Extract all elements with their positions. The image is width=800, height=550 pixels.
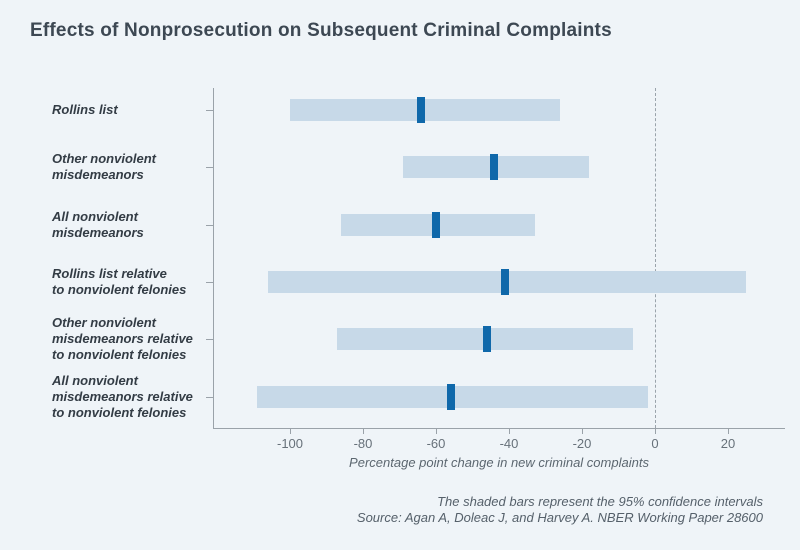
- category-label-line: misdemeanors relative: [52, 331, 193, 347]
- category-label: Rollins list: [52, 102, 222, 118]
- category-label-line: to nonviolent felonies: [52, 347, 187, 363]
- x-tick-label: 20: [720, 436, 736, 451]
- x-tick: [363, 428, 364, 434]
- zero-reference-line: [655, 88, 656, 428]
- source-note: Source: Agan A, Doleac J, and Harvey A. …: [356, 510, 763, 525]
- category-label-line: to nonviolent felonies: [52, 281, 187, 297]
- category-label: Rollins list relative to nonviolent felon…: [52, 266, 222, 298]
- point-estimate-marker: [483, 326, 492, 353]
- point-estimate-marker: [417, 97, 426, 123]
- category-label-line: Other nonviolent: [52, 151, 156, 167]
- y-tick: [206, 110, 213, 111]
- y-tick: [206, 281, 213, 283]
- category-label-line: Other nonviolent: [52, 315, 156, 331]
- x-tick-label: -40: [499, 436, 519, 451]
- x-axis-title: Percentage point change in new criminal …: [349, 455, 649, 470]
- category-label: Other nonviolent misdemeanors relative to …: [52, 315, 222, 363]
- point-estimate-marker: [432, 211, 440, 238]
- point-estimate-marker: [490, 154, 499, 181]
- point-estimate-marker: [446, 383, 455, 410]
- y-tick: [206, 339, 213, 341]
- category-label: Other nonviolent misdemeanors: [52, 151, 222, 183]
- category-label-line: misdemeanors: [52, 224, 144, 240]
- category-label-line: misdemeanors relative: [52, 388, 193, 404]
- y-tick: [206, 167, 213, 169]
- category-label-line: to nonviolent felonies: [52, 404, 187, 420]
- category-label-line: All nonviolent: [52, 208, 138, 224]
- ci-note: The shaded bars represent the 95% confid…: [437, 494, 763, 509]
- x-tick: [655, 428, 656, 434]
- x-tick-label: -100: [276, 436, 304, 451]
- category-label: All nonviolent misdemeanors relative to no…: [52, 373, 222, 421]
- category-label-line: misdemeanors: [52, 167, 144, 183]
- x-axis-line: [213, 428, 785, 429]
- y-tick: [206, 224, 213, 226]
- x-tick-label: -80: [353, 436, 373, 451]
- x-tick: [436, 428, 437, 434]
- x-tick-label: 0: [651, 436, 659, 451]
- x-tick-label: -20: [572, 436, 592, 451]
- x-tick: [509, 428, 510, 434]
- category-label: All nonviolent misdemeanors: [52, 209, 222, 241]
- x-tick: [290, 428, 291, 434]
- x-tick-label: -60: [426, 436, 446, 451]
- x-tick: [582, 428, 583, 434]
- chart-title: Effects of Nonprosecution on Subsequent …: [30, 20, 612, 41]
- category-label-line: Rollins list relative: [52, 265, 167, 281]
- y-axis-line: [213, 88, 214, 428]
- category-label-line: Rollins list: [52, 102, 118, 117]
- category-label-line: All nonviolent: [52, 372, 138, 388]
- x-tick: [728, 428, 729, 434]
- y-tick: [206, 396, 213, 398]
- chart-footnotes: The shaded bars represent the 95% confid…: [357, 494, 763, 526]
- point-estimate-marker: [501, 268, 510, 295]
